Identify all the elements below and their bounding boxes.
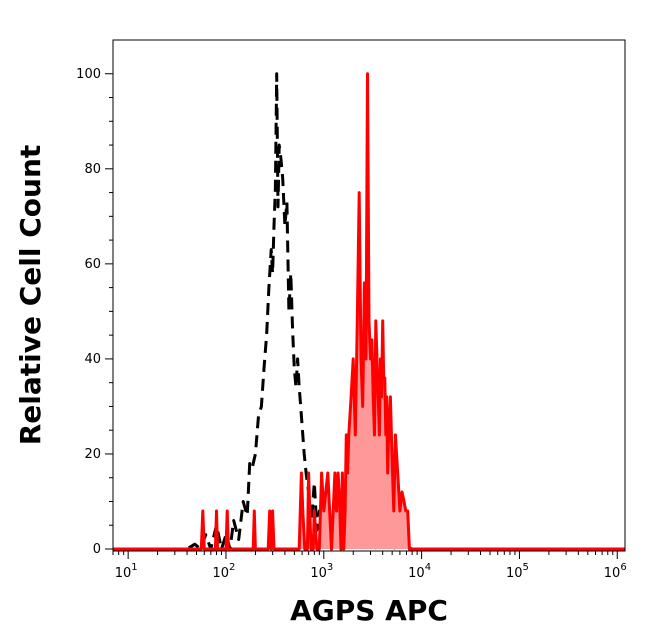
x-tick-label: 106 (604, 562, 627, 581)
y-tick-label: 20 (84, 447, 101, 462)
x-tick-label: 103 (310, 562, 333, 581)
plot-frame (112, 39, 626, 552)
y-axis: 0 20 40 60 80 100 (76, 67, 113, 557)
x-axis: 101 102 103 104 105 106 (112, 551, 627, 581)
y-tick-label: 100 (76, 67, 101, 82)
plot-layer (113, 72, 625, 551)
y-tick-label: 80 (84, 162, 101, 177)
y-tick-label: 40 (84, 352, 101, 367)
series-1-line (113, 72, 625, 551)
x-axis-title: AGPS APC (290, 594, 448, 627)
series-1-area (113, 73, 625, 550)
x-tick-label: 104 (408, 562, 431, 581)
x-tick-label: 102 (213, 562, 236, 581)
x-tick-label: 105 (506, 562, 529, 581)
y-axis-title: Relative Cell Count (14, 145, 47, 446)
y-tick-label: 0 (93, 542, 101, 557)
x-tick-label: 101 (115, 562, 138, 581)
y-tick-label: 60 (84, 257, 101, 272)
